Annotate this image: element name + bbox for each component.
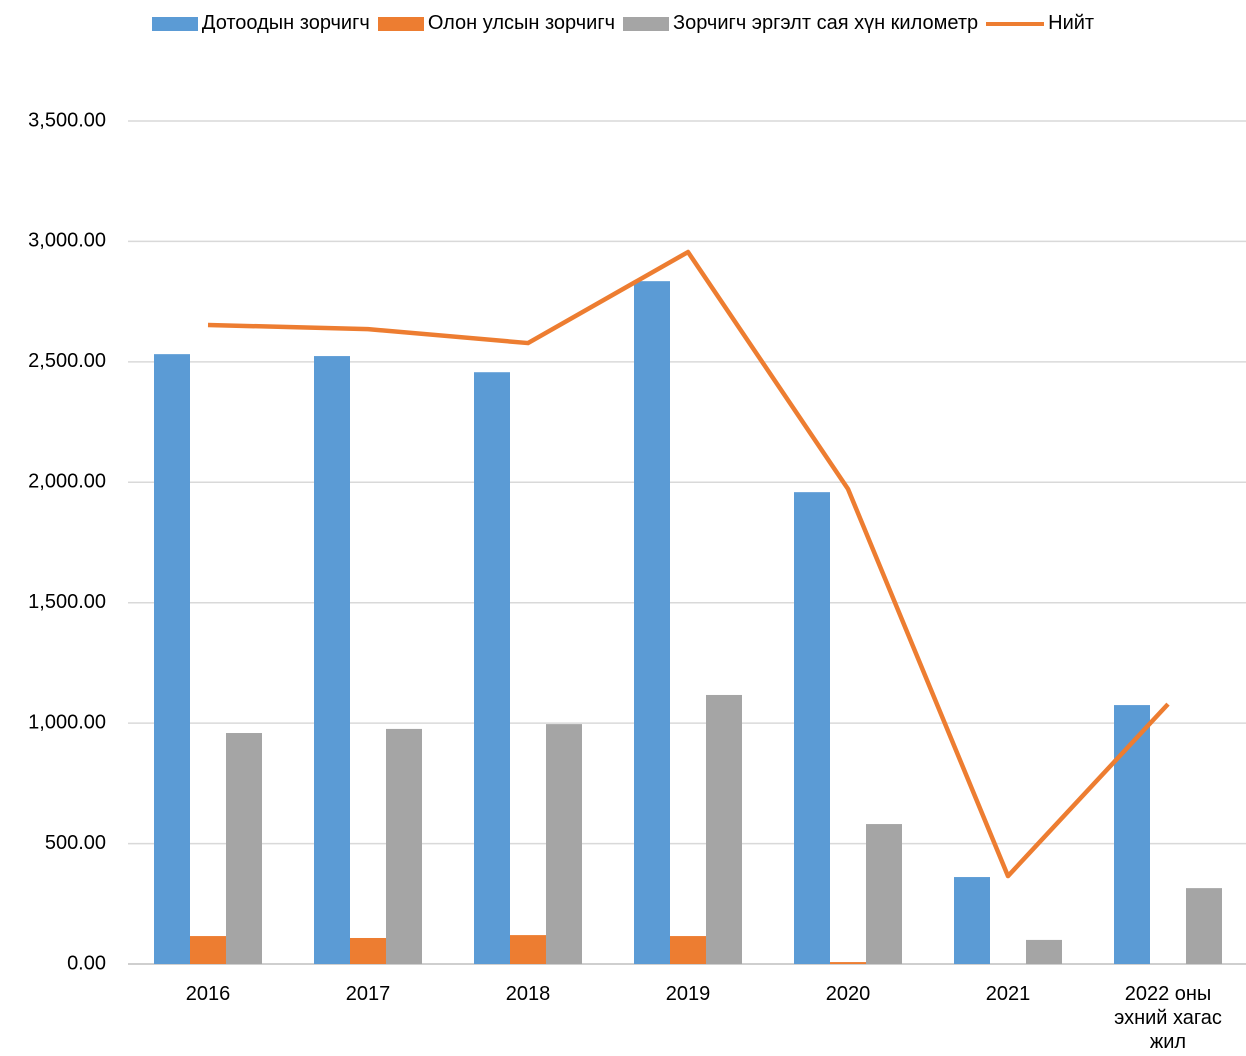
- bar: [706, 694, 742, 964]
- x-tick-label: 2022 оны эхний хагас жил: [1114, 983, 1222, 1053]
- x-tick-label: 2021: [985, 983, 1031, 1005]
- bar: [546, 724, 582, 964]
- legend-item: Дотоодын зорчигч: [151, 12, 370, 35]
- legend-line: [986, 21, 1045, 26]
- legend-label: Дотоодын зорчигч: [201, 12, 370, 34]
- legend-item: Зорчигч эргэлт сая хүн километр: [623, 12, 978, 35]
- x-tick-label: 2017: [345, 983, 391, 1005]
- y-tick-label: 3,000.00: [28, 230, 106, 252]
- bar: [226, 733, 262, 964]
- bar: [314, 356, 350, 965]
- line: [207, 249, 1170, 879]
- legend-label: Нийт: [1048, 12, 1095, 34]
- bar: [510, 935, 546, 964]
- y-tick-label: 3,500.00: [28, 109, 106, 131]
- legend-swatch: [623, 16, 670, 31]
- legend-swatch: [151, 16, 198, 31]
- bar: [670, 936, 706, 964]
- legend-swatch: [377, 16, 424, 31]
- x-tick-label: 2018: [505, 983, 551, 1005]
- y-tick-label: 1,000.00: [28, 711, 106, 733]
- legend-item: Нийт: [986, 12, 1094, 35]
- bar: [190, 936, 226, 964]
- bar: [474, 372, 510, 964]
- x-tick-label: 2016: [185, 983, 231, 1005]
- bar: [1186, 888, 1222, 964]
- bar: [154, 354, 190, 964]
- legend-item: Олон улсын зорчигч: [377, 12, 616, 35]
- x-tick-label: 2019: [665, 983, 711, 1005]
- y-tick-label: 500.00: [45, 832, 106, 854]
- legend-label: Олон улсын зорчигч: [427, 12, 616, 34]
- bar: [794, 492, 830, 964]
- y-tick-label: 1,500.00: [28, 591, 106, 613]
- x-tick-label: 2020: [825, 983, 871, 1005]
- bar: [350, 937, 386, 964]
- bar: [1026, 939, 1062, 964]
- bar: [1114, 705, 1150, 964]
- bar: [634, 281, 670, 964]
- bar: [954, 877, 990, 964]
- bar: [866, 824, 902, 964]
- y-tick-label: 0.00: [67, 952, 106, 974]
- y-tick-label: 2,500.00: [28, 350, 106, 372]
- legend: Дотоодын зорчигч Олон улсын зорчигч Зорчиг…: [0, 12, 1246, 35]
- bar: [386, 728, 422, 964]
- y-tick-label: 2,000.00: [28, 471, 106, 493]
- legend-label: Зорчигч эргэлт сая хүн километр: [673, 12, 979, 34]
- bar: [830, 962, 866, 964]
